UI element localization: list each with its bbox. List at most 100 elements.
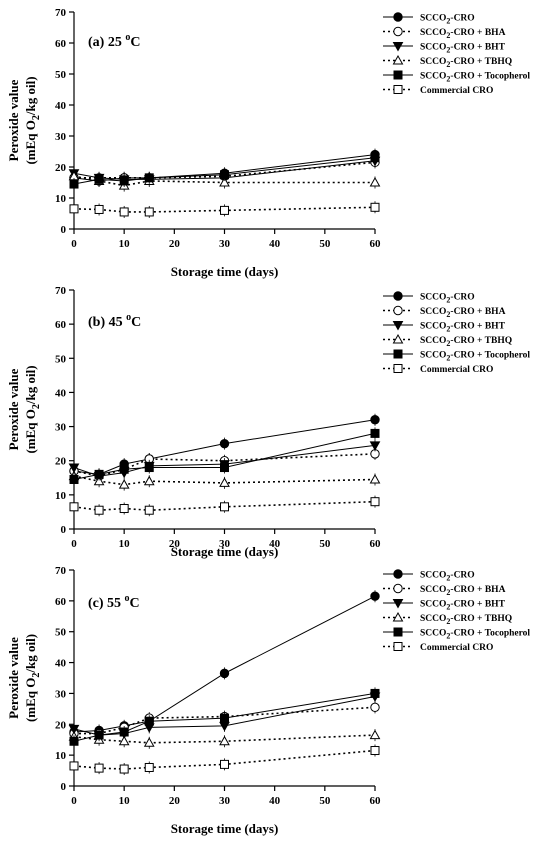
x-tick-label: 50 xyxy=(319,238,331,250)
legend-marker xyxy=(393,627,403,637)
y-axis-label-subscript: 2 xyxy=(31,404,42,409)
y-axis-label-part: (mEq O xyxy=(23,678,38,722)
data-point xyxy=(69,736,79,746)
data-point xyxy=(219,176,230,187)
legend-label-part: Commercial CRO xyxy=(420,86,493,96)
data-point xyxy=(68,724,80,735)
data-point xyxy=(68,463,80,474)
legend-label-part: -CRO + TBHQ xyxy=(450,614,512,624)
data-point xyxy=(219,735,230,746)
legend-label-subscript: 2 xyxy=(446,603,450,612)
legend-label-part: SCCO xyxy=(420,614,446,624)
legend-label-part: SCCO xyxy=(420,307,446,317)
legend-marker xyxy=(393,583,403,594)
data-point xyxy=(220,170,229,180)
legend-marker xyxy=(393,291,403,301)
legend-label: SCCO2-CRO + BHT xyxy=(420,322,506,334)
panel-label-unit: C xyxy=(130,35,140,50)
data-point xyxy=(219,438,230,449)
y-tick-label: 30 xyxy=(55,422,67,434)
data-point xyxy=(119,207,129,217)
legend-label: SCCO2-CRO + TBHQ xyxy=(420,336,512,348)
legend-label: SCCO2-CRO xyxy=(420,293,475,305)
legend-label-subscript: 2 xyxy=(446,296,450,305)
data-point xyxy=(370,497,380,507)
legend-label-part: -CRO + BHT xyxy=(450,600,505,610)
data-point xyxy=(220,713,229,723)
legend-label: SCCO2-CRO + TBHQ xyxy=(420,57,512,69)
y-axis-label-part: /kg oil) xyxy=(23,365,38,405)
data-point xyxy=(69,761,79,771)
legend-label-part: SCCO xyxy=(420,571,446,581)
legend-label: Commercial CRO xyxy=(420,643,493,653)
data-point xyxy=(220,463,229,473)
x-tick-label: 40 xyxy=(269,238,281,250)
data-point xyxy=(94,469,104,479)
data-point xyxy=(144,173,154,183)
y-axis-label-part: /kg oil) xyxy=(23,634,38,674)
y-axis-label: Peroxide value (mEq O2/kg oil) xyxy=(6,365,42,453)
legend-label: SCCO2-CRO xyxy=(420,571,475,583)
legend-label-part: -CRO + BHA xyxy=(450,307,505,317)
y-axis-label-line2: (mEq O2/kg oil) xyxy=(23,634,42,722)
x-tick-label: 30 xyxy=(219,538,231,550)
x-tick-label: 50 xyxy=(319,795,331,807)
legend-label-part: SCCO xyxy=(420,351,446,361)
data-point xyxy=(143,475,155,486)
data-point xyxy=(69,179,79,189)
y-axis-label: Peroxide value (mEq O2/kg oil) xyxy=(6,76,42,164)
y-tick-label: 60 xyxy=(55,596,67,608)
y-tick-label: 70 xyxy=(55,7,67,19)
y-tick-label: 0 xyxy=(61,224,67,236)
legend-label-part: -CRO xyxy=(450,571,474,581)
legend-marker xyxy=(393,349,403,359)
data-point xyxy=(369,176,381,187)
panel-label-unit: C xyxy=(130,596,140,611)
data-point xyxy=(144,762,154,772)
y-tick-label: 0 xyxy=(61,781,67,793)
legend-label-subscript: 2 xyxy=(446,339,450,348)
data-point xyxy=(219,668,230,679)
y-axis-label-line1: Peroxide value xyxy=(6,368,21,450)
legend-marker xyxy=(393,85,403,94)
y-axis-label-part: /kg oil) xyxy=(23,76,38,116)
legend-label: SCCO2-CRO + BHA xyxy=(420,585,506,597)
data-point xyxy=(143,737,155,747)
data-point xyxy=(94,730,104,740)
x-tick-label: 20 xyxy=(169,795,181,807)
x-tick-label: 20 xyxy=(169,538,181,550)
y-tick-label: 50 xyxy=(55,353,67,365)
legend-label-subscript: 2 xyxy=(446,31,450,40)
legend-label: SCCO2-CRO + TBHQ xyxy=(420,614,512,626)
data-point xyxy=(220,759,229,769)
legend-label-part: SCCO xyxy=(420,293,446,303)
data-point xyxy=(370,428,380,438)
legend-label-part: -CRO + BHA xyxy=(450,585,505,595)
legend-label: SCCO2-CRO xyxy=(420,14,475,26)
y-tick-label: 40 xyxy=(55,387,67,399)
panel-label-text: (a) 25 xyxy=(88,35,125,50)
data-point xyxy=(94,204,104,214)
y-tick-label: 50 xyxy=(55,627,67,639)
legend-label-part: -CRO + Tocopherol xyxy=(450,72,530,82)
panel-label-text: (c) 55 xyxy=(88,596,125,611)
legend-label-part: SCCO xyxy=(420,322,446,332)
legend-label-part: SCCO xyxy=(420,43,446,53)
legend-label-part: -CRO + Tocopherol xyxy=(450,629,530,639)
y-tick-label: 70 xyxy=(55,285,67,297)
y-tick-label: 50 xyxy=(55,69,67,81)
data-point xyxy=(219,477,230,487)
data-point xyxy=(119,464,129,474)
data-point xyxy=(119,176,129,186)
legend-marker xyxy=(393,12,403,22)
legend-label-subscript: 2 xyxy=(446,632,450,641)
x-tick-label: 40 xyxy=(269,795,281,807)
legend-marker xyxy=(392,42,404,52)
x-tick-label: 10 xyxy=(119,538,131,550)
data-point xyxy=(369,473,381,484)
panel-label: (c) 55 oC xyxy=(88,593,140,611)
data-point xyxy=(69,502,79,512)
legend-marker xyxy=(393,26,403,37)
legend-marker xyxy=(393,569,403,579)
data-point xyxy=(370,746,380,756)
